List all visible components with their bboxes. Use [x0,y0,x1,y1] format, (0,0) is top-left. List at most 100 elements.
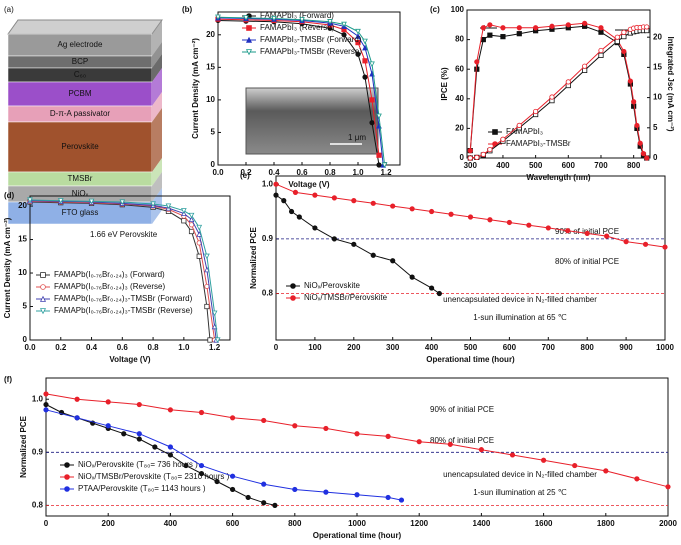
x-tick-label: 600 [226,519,240,528]
marker [292,423,298,429]
y-tick-label: 20 [206,30,215,39]
x-tick-label: 900 [619,343,633,352]
marker [369,97,375,103]
marker [198,470,205,477]
y2-tick-label: 20 [653,32,662,41]
marker [165,203,172,210]
marker [230,473,236,479]
layer-side [152,92,162,122]
marker [271,15,277,22]
marker [369,61,375,68]
marker [621,48,627,55]
marker [180,208,187,214]
marker [351,198,357,204]
marker [355,28,361,35]
legend-label: FAMAPbI₃-TMSBr [506,139,571,148]
plot-frame [217,11,401,166]
x-tick-label: 200 [347,343,361,352]
y-tick-label: 40 [455,94,464,103]
series-line [29,199,219,341]
layer-label: TMSBr [68,174,93,183]
series-line [217,18,380,156]
y-tick-label: 0.8 [32,500,44,509]
marker [204,266,210,273]
marker [246,25,252,31]
marker [290,283,296,289]
marker [39,295,47,302]
x-tick-label: 1.0 [178,343,190,352]
x-axis-label: Voltage (V) [109,355,151,364]
marker [230,486,236,493]
annotation: 1-sun illumination at 65 ℃ [473,313,566,322]
marker [196,224,203,231]
layer-side [152,68,162,106]
marker [526,222,532,228]
marker [351,241,357,247]
layer-label: Ag electrode [58,40,103,49]
marker [598,29,604,35]
marker [603,468,609,474]
marker [43,407,49,413]
x-tick-label: 100 [308,343,322,352]
marker [376,113,382,120]
marker [390,258,396,264]
x-tick-label: 300 [464,161,478,170]
marker [281,198,287,204]
x-tick-label: 1.2 [209,343,221,352]
marker [245,494,251,501]
x-tick-label: 0.6 [117,343,129,352]
x-tick-label: 2000 [659,519,677,528]
marker [376,152,382,158]
panel-label: (a) [4,5,14,14]
marker [64,462,70,468]
marker [196,253,202,259]
marker [409,206,415,212]
marker [245,36,253,43]
marker [215,14,221,21]
marker [480,151,486,157]
layer-label: PCBM [68,89,91,98]
marker [369,120,375,126]
x-tick-label: 1400 [473,519,491,528]
legend-label: FAMAPb(I₀.₇₆Br₀.₂₄)₃ (Reverse) [54,282,165,291]
marker [64,474,70,480]
marker [121,431,127,437]
y-tick-label: 60 [455,64,464,73]
marker [487,146,493,153]
layer-side [152,42,162,68]
layer [7,81,153,107]
marker [273,192,279,198]
marker [428,285,435,291]
y-tick-label: 0 [23,335,28,344]
marker [409,274,415,280]
legend-label: NiOₓ/Perovskite [304,281,361,290]
y-tick-label: 15 [206,62,215,71]
marker [207,337,213,343]
marker [341,21,347,28]
marker [167,444,173,450]
marker [598,25,604,31]
marker [428,208,435,215]
marker [467,214,474,220]
y2-axis-label: Integrated Jsc (mA cm⁻²) [666,36,675,131]
marker [292,486,298,493]
marker [312,192,318,198]
marker [355,32,361,39]
y-axis-label: Normalized PCE [249,226,258,288]
legend-label: NiOₓ/TMSBr/Perovskite [304,293,388,302]
x-axis-label: Wavelength (nm) [526,173,590,182]
y-tick-label: 1.0 [32,394,44,403]
marker [327,19,333,25]
y-tick-label: 0.9 [32,447,44,456]
marker [167,452,173,458]
marker [273,181,279,187]
y-tick-label: 100 [451,5,465,14]
marker [572,462,578,469]
layer-label: NiOₓ [72,189,89,198]
x-tick-label: 800 [627,161,641,170]
layer-label: BCP [72,57,88,66]
marker [198,409,205,416]
marker [381,162,388,169]
marker [150,201,156,208]
